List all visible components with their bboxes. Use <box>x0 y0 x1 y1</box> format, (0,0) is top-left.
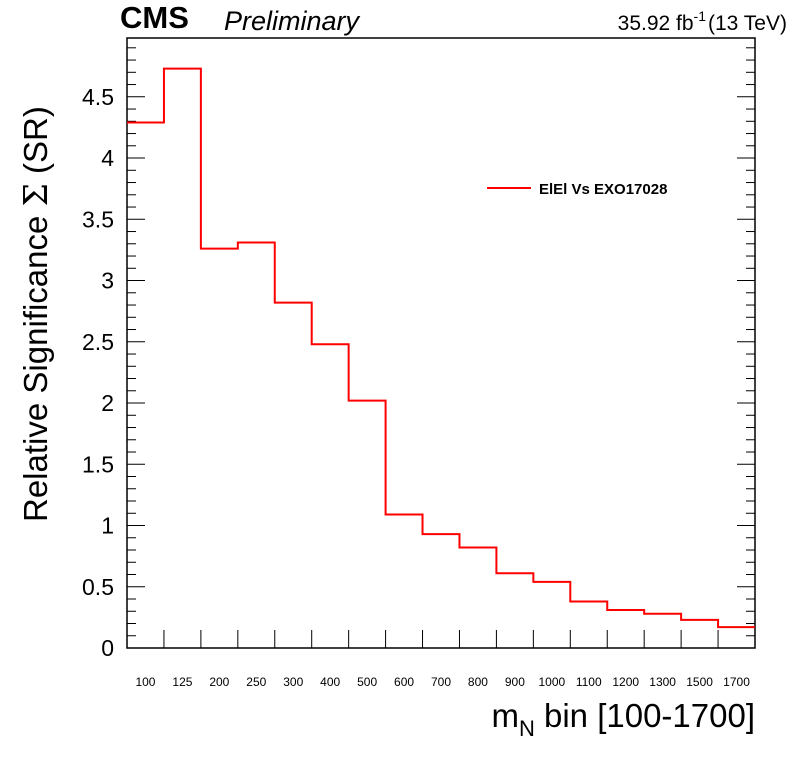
x-axis-tick-labels: 100 125 200 250 300 400 500 600 700 800 900 1000 110… <box>135 675 750 689</box>
y-tick-label: 4.5 <box>82 84 114 110</box>
y-tick-label: 1.5 <box>82 451 114 477</box>
x-tick-label: 125 <box>172 675 192 689</box>
x-tick-label: 800 <box>468 675 488 689</box>
y-tick-label: 1 <box>101 513 114 539</box>
x-tick-label: 700 <box>431 675 451 689</box>
y-tick-label: 2 <box>101 390 114 416</box>
y-axis-tick-labels: 0 0.5 1 1.5 2 2.5 3 3.5 4 4.5 <box>82 84 114 661</box>
y-tick-label: 2.5 <box>82 329 114 355</box>
x-tick-label: 250 <box>246 675 266 689</box>
x-tick-label: 1500 <box>686 675 713 689</box>
legend: ElEl Vs EXO17028 <box>487 181 667 198</box>
preliminary-label: Preliminary <box>224 6 361 36</box>
y-axis-ticks <box>127 47 755 649</box>
x-tick-label: 1000 <box>538 675 565 689</box>
y-axis-title: Relative Significance Σ (SR) <box>16 106 55 522</box>
x-axis-ticks <box>163 630 719 648</box>
x-tick-label: 600 <box>394 675 414 689</box>
x-tick-label: 200 <box>209 675 229 689</box>
x-axis-title: mN bin [100-1700] <box>491 697 755 741</box>
lumi-label: 35.92 fb-1(13 TeV) <box>618 8 787 35</box>
x-tick-label: 1700 <box>723 675 750 689</box>
x-tick-label: 1200 <box>612 675 639 689</box>
series-layer <box>127 67 755 629</box>
y-tick-label: 4 <box>101 145 114 171</box>
y-tick-label: 3 <box>101 268 114 294</box>
y-tick-label: 3.5 <box>82 206 114 232</box>
x-tick-label: 1300 <box>649 675 676 689</box>
x-tick-label: 400 <box>320 675 340 689</box>
x-tick-label: 900 <box>505 675 525 689</box>
plot-frame <box>126 37 756 649</box>
x-tick-label: 100 <box>135 675 155 689</box>
x-tick-label: 500 <box>357 675 377 689</box>
legend-label-elel: ElEl Vs EXO17028 <box>539 181 667 198</box>
y-tick-label: 0.5 <box>82 574 114 600</box>
x-tick-label: 1100 <box>576 675 602 689</box>
y-tick-label: 0 <box>101 635 114 661</box>
series-step-line <box>127 67 755 629</box>
cms-label: CMS <box>120 0 189 35</box>
x-tick-label: 300 <box>283 675 303 689</box>
